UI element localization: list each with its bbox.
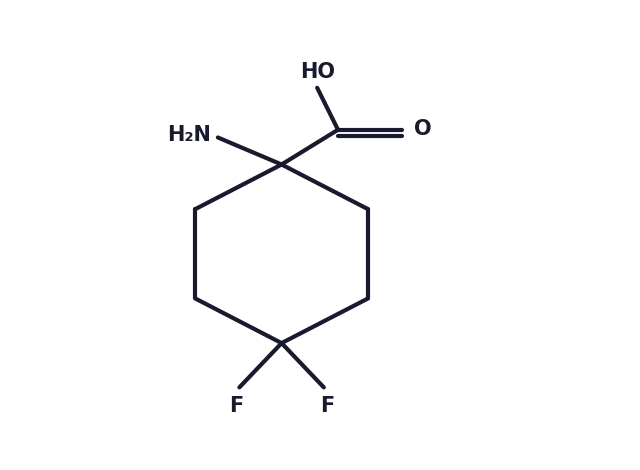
Text: F: F xyxy=(320,396,334,416)
Text: F: F xyxy=(229,396,243,416)
Text: O: O xyxy=(413,119,431,139)
Text: H₂N: H₂N xyxy=(168,125,211,145)
Text: HO: HO xyxy=(300,62,335,82)
